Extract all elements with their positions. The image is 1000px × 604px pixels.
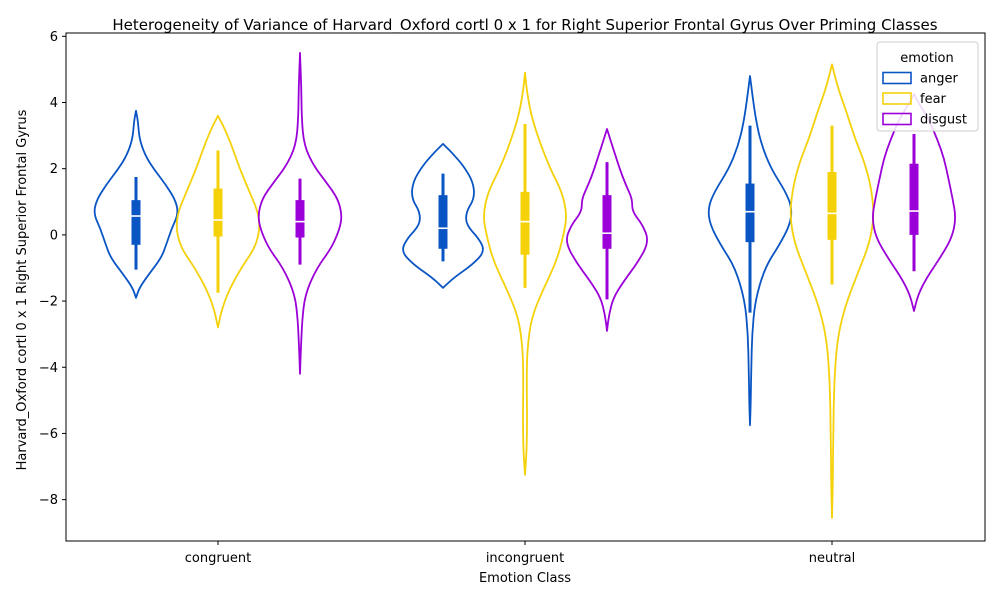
y-tick-label: 4 xyxy=(50,96,58,111)
chart-title: Heterogeneity of Variance of Harvard_Oxf… xyxy=(112,16,937,35)
violin-anger-incongruent xyxy=(402,143,484,289)
legend-label-disgust: disgust xyxy=(920,113,967,128)
legend-label-fear: fear xyxy=(920,92,947,107)
legend-label-anger: anger xyxy=(920,72,958,87)
iqr-box-disgust-incongruent xyxy=(602,195,612,249)
violin-anger-neutral xyxy=(707,75,793,427)
iqr-box-fear-neutral xyxy=(827,171,837,240)
violin-fear-congruent xyxy=(175,114,261,329)
y-axis: −8 −6 −4 −2 0 2 4 6 xyxy=(39,30,66,508)
iqr-box-disgust-neutral xyxy=(909,163,919,235)
legend-frame xyxy=(876,41,979,132)
y-tick-label: −8 xyxy=(39,493,58,508)
iqr-box-disgust-congruent xyxy=(295,200,305,238)
y-tick-label: 2 xyxy=(50,162,58,177)
iqr-box-anger-neutral xyxy=(745,183,755,243)
y-axis-label: Harvard_Oxford cortl 0 x 1 Right Superio… xyxy=(15,109,30,470)
y-tick-label: 6 xyxy=(50,30,58,45)
x-tick-label: congruent xyxy=(185,551,252,566)
y-tick-label: −4 xyxy=(39,361,58,376)
violin-disgust-incongruent xyxy=(566,128,648,332)
iqr-box-anger-congruent xyxy=(131,200,141,245)
x-axis: congruent incongruent neutral xyxy=(185,541,856,566)
legend-title: emotion xyxy=(900,51,954,66)
legend: emotion anger fear disgust xyxy=(876,41,979,132)
x-tick-label: incongruent xyxy=(486,551,564,566)
violin-fear-neutral xyxy=(789,63,875,519)
violin-fear-incongruent xyxy=(483,71,567,476)
y-tick-label: 0 xyxy=(50,228,58,243)
legend-swatch-fear xyxy=(882,92,912,105)
x-axis-label: Emotion Class xyxy=(479,571,571,586)
x-tick-label: neutral xyxy=(809,551,856,566)
legend-swatch-disgust xyxy=(882,112,912,126)
plot-area xyxy=(65,32,986,542)
iqr-box-anger-incongruent xyxy=(438,195,448,249)
violin-disgust-congruent xyxy=(257,52,343,375)
y-tick-label: −2 xyxy=(39,295,58,310)
violin-anger-congruent xyxy=(93,109,179,299)
y-tick-label: −6 xyxy=(39,427,58,442)
legend-swatch-anger xyxy=(882,71,912,85)
iqr-box-fear-congruent xyxy=(213,188,223,237)
iqr-box-fear-incongruent xyxy=(520,191,530,255)
